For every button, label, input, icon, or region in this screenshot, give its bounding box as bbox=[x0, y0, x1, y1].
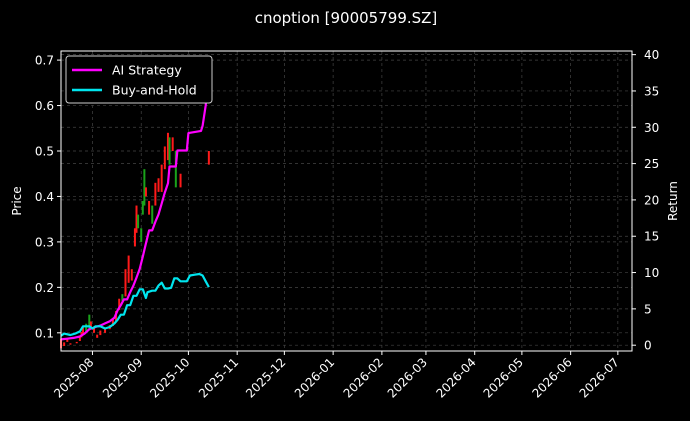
price-candle bbox=[63, 342, 66, 346]
price-candle bbox=[127, 255, 130, 283]
left-y-tick-label: 0.3 bbox=[35, 235, 54, 249]
legend-ai-label: AI Strategy bbox=[112, 63, 182, 78]
price-candle bbox=[174, 151, 177, 188]
price-candle bbox=[160, 164, 163, 192]
price-candle bbox=[78, 336, 81, 341]
price-candle bbox=[133, 228, 136, 247]
right-y-tick-label: 20 bbox=[644, 193, 659, 207]
legend-bh-label: Buy-and-Hold bbox=[112, 83, 197, 98]
price-candle bbox=[111, 318, 114, 326]
left-y-axis-label: Price bbox=[10, 186, 24, 215]
grid bbox=[61, 51, 632, 351]
left-y-tick-label: 0.5 bbox=[35, 145, 54, 159]
price-candle bbox=[130, 269, 133, 281]
right-y-tick-label: 0 bbox=[644, 339, 652, 353]
price-candle bbox=[66, 338, 69, 342]
left-y-tick-label: 0.2 bbox=[35, 281, 54, 295]
return-lines bbox=[60, 72, 210, 341]
left-y-tick-label: 0.4 bbox=[35, 190, 54, 204]
price-candle bbox=[157, 178, 160, 192]
right-y-tick-label: 30 bbox=[644, 121, 659, 135]
right-y-axis-label: Return bbox=[666, 181, 680, 221]
price-candle bbox=[89, 321, 92, 328]
chart-title: cnoption [90005799.SZ] bbox=[255, 9, 438, 27]
price-candle bbox=[99, 330, 102, 336]
price-candle bbox=[121, 294, 124, 301]
price-candle bbox=[93, 328, 96, 333]
legend-box bbox=[65, 55, 213, 104]
left-y-axis: 0.1 0.2 0.3 0.4 0.5 0.6 0.7 bbox=[35, 54, 61, 340]
price-candle bbox=[88, 314, 91, 329]
price-candle bbox=[141, 201, 144, 215]
price-candle bbox=[69, 343, 72, 345]
price-candle bbox=[135, 205, 138, 233]
price-candle bbox=[85, 323, 88, 332]
price-candle bbox=[96, 334, 99, 338]
price-candle bbox=[75, 341, 78, 344]
right-y-tick-label: 35 bbox=[644, 84, 659, 98]
price-candle bbox=[166, 132, 169, 161]
price-candle bbox=[143, 169, 146, 206]
buy-and-hold-line bbox=[60, 272, 210, 337]
left-y-tick-label: 0.1 bbox=[35, 326, 54, 340]
left-y-tick-label: 0.7 bbox=[35, 54, 54, 68]
price-candle bbox=[82, 327, 85, 334]
right-y-tick-label: 40 bbox=[644, 48, 659, 62]
price-candle bbox=[168, 137, 171, 165]
price-candle bbox=[154, 182, 157, 206]
price-candle bbox=[171, 137, 174, 151]
right-y-tick-label: 5 bbox=[644, 302, 652, 316]
plot-frame bbox=[60, 50, 633, 352]
price-candle bbox=[151, 205, 154, 224]
right-y-axis: 0 5 10 15 20 25 30 35 40 bbox=[632, 48, 659, 353]
right-y-tick-label: 10 bbox=[644, 266, 659, 280]
price-candle bbox=[144, 187, 147, 197]
price-candle bbox=[137, 214, 140, 229]
legend: AI Strategy Buy-and-Hold bbox=[65, 55, 213, 104]
price-candle bbox=[140, 228, 143, 242]
price-candle bbox=[207, 151, 210, 165]
right-y-tick-label: 15 bbox=[644, 230, 659, 244]
price-candle bbox=[124, 269, 127, 297]
price-candle bbox=[118, 298, 121, 311]
right-y-tick-label: 25 bbox=[644, 157, 659, 171]
price-candle bbox=[179, 173, 182, 188]
price-candle bbox=[148, 201, 151, 215]
price-candle bbox=[163, 146, 166, 170]
left-y-tick-label: 0.6 bbox=[35, 99, 54, 113]
price-candle bbox=[104, 329, 107, 333]
